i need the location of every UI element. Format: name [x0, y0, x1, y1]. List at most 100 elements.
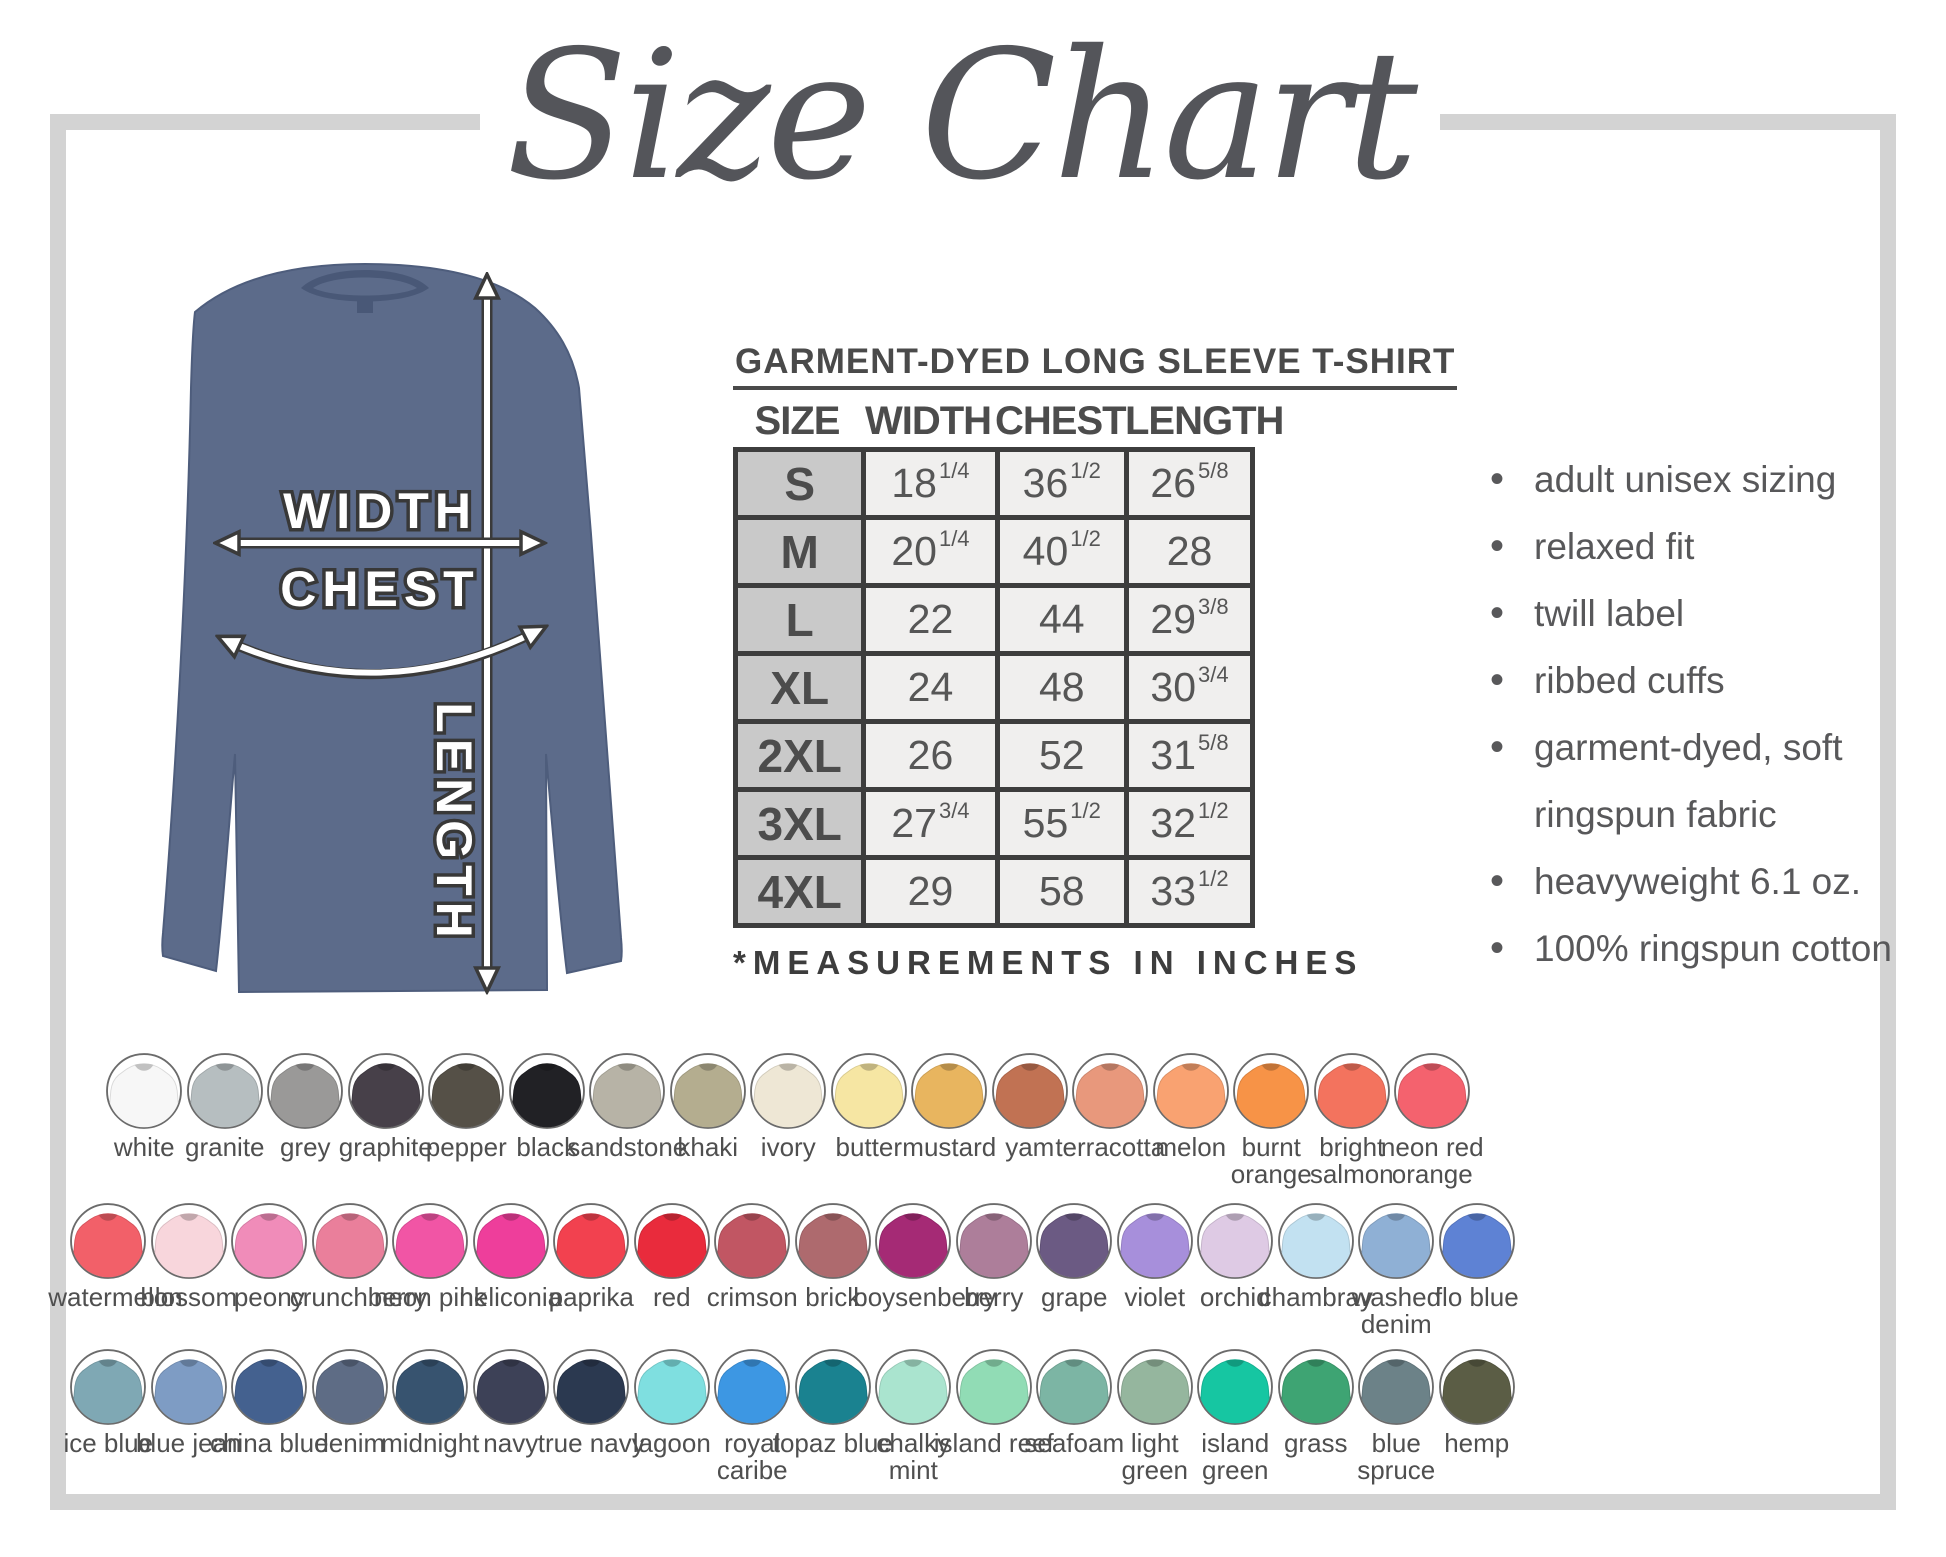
shirt-swatch-icon: [1233, 1053, 1310, 1129]
swatch-orchid: orchid: [1195, 1202, 1276, 1342]
feature-item: adult unisex sizing: [1490, 446, 1910, 513]
feature-list: adult unisex sizingrelaxed fittwill labe…: [1490, 446, 1910, 982]
table-row-3xl: 3XL 273/4 551/2 321/2: [732, 787, 1255, 860]
shirt-swatch-icon: [1277, 1349, 1354, 1425]
swatch-label: berry: [964, 1282, 1024, 1312]
length-cell: 303/4: [1124, 651, 1255, 724]
shirt-swatch-icon: [150, 1349, 227, 1425]
swatch-hemp: hemp: [1437, 1348, 1518, 1488]
swatch-label: khaki: [677, 1132, 739, 1162]
swatch-grape: grape: [1034, 1202, 1115, 1342]
page-title: Size Chart: [480, 0, 1440, 255]
shirt-swatch-icon: [1072, 1053, 1149, 1129]
swatch-label: china blue: [209, 1428, 329, 1458]
swatch-label: midnight: [381, 1428, 480, 1458]
column-header-width: WIDTH: [864, 399, 992, 443]
swatch-label: white: [113, 1132, 175, 1162]
swatch-peony: peony: [229, 1202, 310, 1342]
shirt-swatch-icon: [106, 1053, 183, 1129]
shirt-swatch-icon: [875, 1349, 952, 1425]
shirt-swatch-icon: [311, 1349, 388, 1425]
chest-label: CHEST: [280, 561, 479, 617]
swatch-pepper: pepper: [426, 1052, 507, 1192]
shirt-silhouette: [161, 262, 623, 994]
shirt-swatch-icon: [633, 1203, 710, 1279]
swatch-granite: granite: [185, 1052, 266, 1192]
shirt-swatch-icon: [392, 1203, 469, 1279]
swatch-china-blue: china blue: [210, 1348, 329, 1488]
swatch-graphite: graphite: [339, 1052, 433, 1192]
swatch-label: blue spruce: [1357, 1428, 1436, 1485]
size-table-section: GARMENT-DYED LONG SLEEVE T-SHIRT SIZE WID…: [732, 342, 1458, 982]
table-row-4xl: 4XL 29 58 331/2: [732, 855, 1255, 928]
swatch-ivory: ivory: [748, 1052, 829, 1192]
swatch-label: topaz blue: [772, 1428, 893, 1458]
chest-cell: 48: [994, 651, 1130, 724]
swatch-violet: violet: [1115, 1202, 1196, 1342]
swatch-label: ivory: [760, 1132, 816, 1162]
swatch-label: ice blue: [63, 1428, 154, 1458]
size-cell: S: [732, 447, 867, 520]
feature-item: heavyweight 6.1 oz.: [1490, 848, 1910, 915]
shirt-swatch-icon: [472, 1349, 549, 1425]
chest-cell: 401/2: [994, 515, 1130, 588]
length-cell: 331/2: [1124, 855, 1255, 928]
shirt-swatch-icon: [186, 1053, 263, 1129]
swatch-label: island green: [1201, 1428, 1270, 1485]
swatch-label: butter: [835, 1132, 903, 1162]
shirt-swatch-icon: [1036, 1203, 1113, 1279]
swatch-label: granite: [185, 1132, 265, 1162]
shirt-swatch-icon: [875, 1203, 952, 1279]
size-cell: L: [732, 583, 867, 656]
swatch-row-2: watermelon blossom peony crunchberry neon pi…: [48, 1202, 1519, 1342]
swatch-burnt-orange: burnt orange: [1231, 1052, 1312, 1192]
swatch-label: grey: [279, 1132, 331, 1162]
swatch-label: paprika: [548, 1282, 634, 1312]
swatch-heliconia: heliconia: [459, 1202, 562, 1342]
swatch-label: neon pink: [373, 1282, 487, 1312]
swatch-label: true navy: [537, 1428, 645, 1458]
shirt-swatch-icon: [472, 1203, 549, 1279]
swatch-mustard: mustard: [902, 1052, 996, 1192]
shirt-swatch-icon: [311, 1203, 388, 1279]
swatch-crimson: crimson: [707, 1202, 798, 1342]
swatch-white: white: [104, 1052, 185, 1192]
shirt-swatch-icon: [1358, 1203, 1435, 1279]
shirt-swatch-icon: [70, 1203, 147, 1279]
table-row-m: M 201/4 401/2 28: [732, 515, 1255, 588]
swatch-brick: brick: [793, 1202, 874, 1342]
shirt-swatch-icon: [1277, 1203, 1354, 1279]
swatch-royal-caribe: royal caribe: [712, 1348, 793, 1488]
swatch-label: blossom: [140, 1282, 238, 1312]
measurements-footnote: *MEASUREMENTS IN INCHES: [733, 944, 1364, 981]
swatch-label: flo blue: [1434, 1282, 1519, 1312]
swatch-melon: melon: [1151, 1052, 1232, 1192]
shirt-swatch-icon: [1197, 1349, 1274, 1425]
feature-item: ribbed cuffs: [1490, 647, 1910, 714]
width-cell: 26: [861, 719, 1000, 792]
size-cell: 2XL: [732, 719, 867, 792]
swatch-label: red: [652, 1282, 691, 1312]
swatch-neon-red-orange: neon red orange: [1381, 1052, 1484, 1192]
table-row-l: L 22 44 293/8: [732, 583, 1255, 656]
collar-inner: [313, 277, 417, 296]
swatch-row-3: ice blue blue jean china blue denim midnight…: [63, 1348, 1518, 1488]
swatch-label: violet: [1124, 1282, 1186, 1312]
swatch-label: terracotta: [1055, 1132, 1166, 1162]
shirt-swatch-icon: [1438, 1203, 1515, 1279]
size-cell: XL: [732, 651, 867, 724]
shirt-swatch-icon: [1116, 1203, 1193, 1279]
swatch-label: blue jean: [135, 1428, 242, 1458]
length-cell: 28: [1124, 515, 1255, 588]
swatch-label: neon red orange: [1380, 1132, 1484, 1189]
swatch-blue-jean: blue jean: [136, 1348, 242, 1488]
width-cell: 24: [861, 651, 1000, 724]
table-row-2xl: 2XL 26 52 315/8: [732, 719, 1255, 792]
swatch-label: boysenberry: [853, 1282, 997, 1312]
swatch-red: red: [632, 1202, 713, 1342]
shirt-swatch-icon: [911, 1053, 988, 1129]
swatch-label: light green: [1121, 1428, 1189, 1485]
shirt-swatch-icon: [70, 1349, 147, 1425]
swatch-label: mustard: [902, 1132, 997, 1162]
